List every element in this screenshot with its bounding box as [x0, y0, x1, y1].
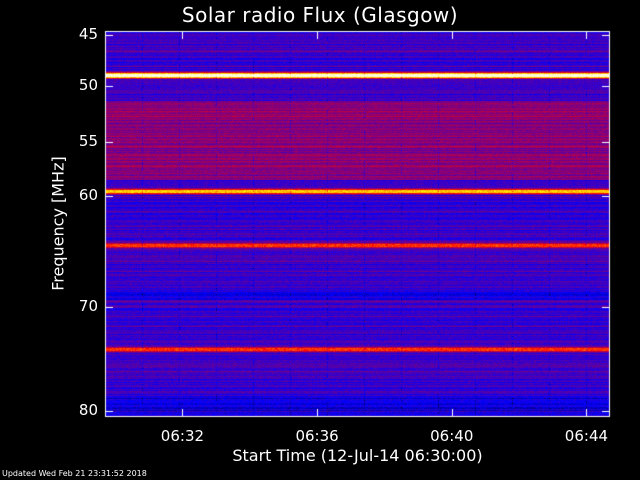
y-tick-label: 55	[78, 132, 98, 150]
y-tick-label: 80	[78, 401, 98, 419]
x-tick-label: 06:40	[430, 427, 474, 445]
x-axis-label: Start Time (12-Jul-14 06:30:00)	[232, 446, 483, 465]
y-tick-label: 50	[78, 76, 98, 94]
x-tick-label: 06:36	[295, 427, 339, 445]
x-tick-label: 06:32	[160, 427, 205, 445]
y-tick-label: 70	[78, 297, 98, 315]
updated-timestamp: Updated Wed Feb 21 23:31:52 2018	[2, 469, 147, 478]
y-axis-label: Frequency [MHz]	[48, 156, 68, 291]
y-tick-label: 45	[78, 25, 98, 43]
y-tick-label: 60	[78, 186, 98, 204]
chart-title: Solar radio Flux (Glasgow)	[181, 3, 459, 27]
x-tick-label: 06:44	[564, 427, 609, 445]
